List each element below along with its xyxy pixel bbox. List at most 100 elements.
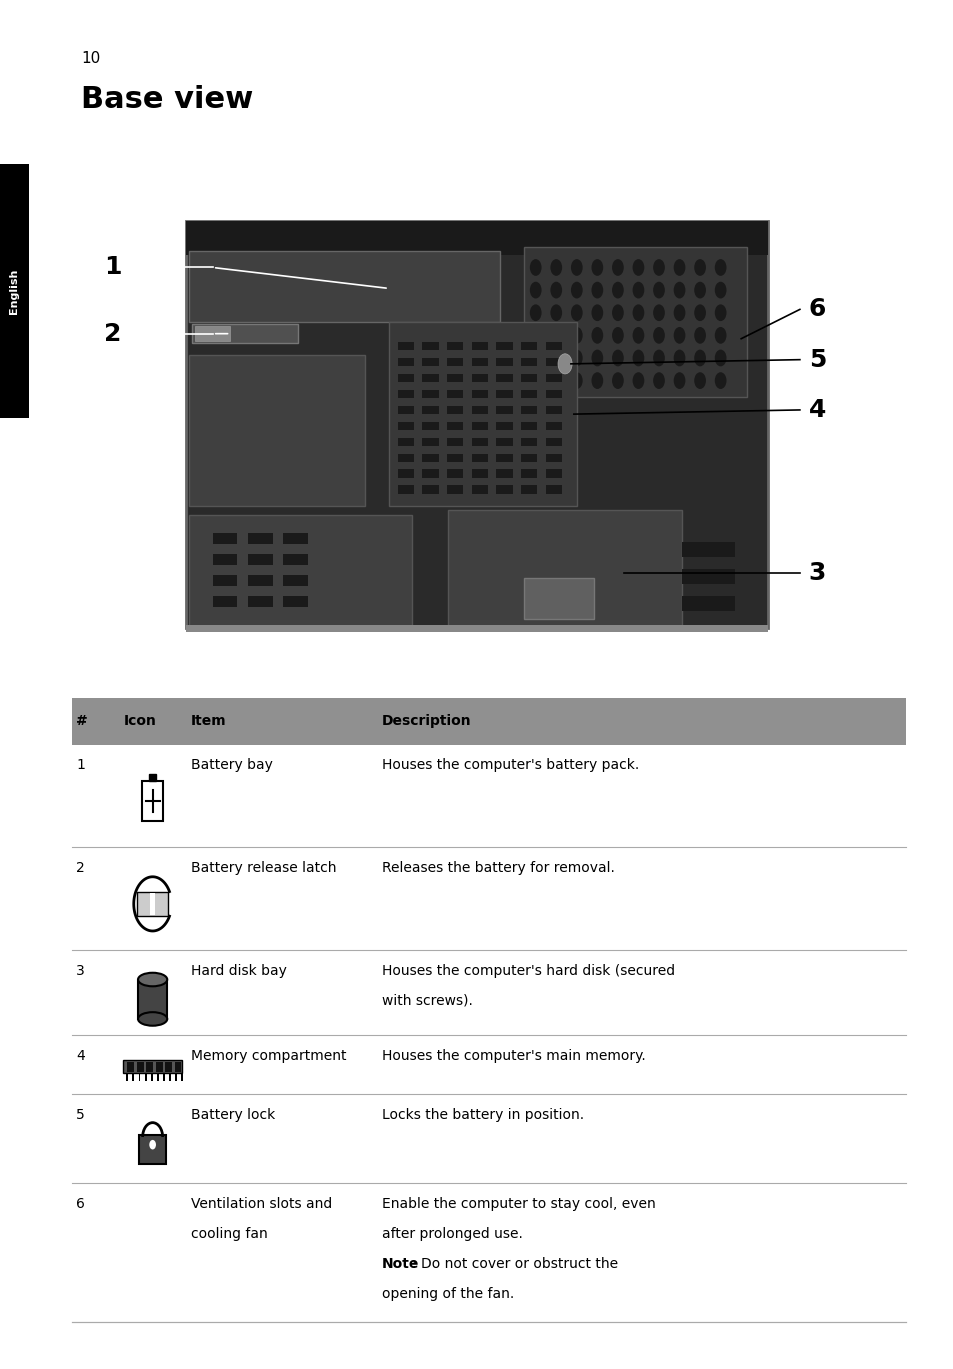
Bar [283,596,308,606]
Bar [145,1073,147,1082]
Circle shape [653,259,664,277]
Bar [523,246,746,397]
Bar [137,1062,144,1072]
Bar [496,422,513,430]
Bar [520,486,537,494]
Bar [213,575,237,586]
Circle shape [714,259,726,277]
Bar [248,575,273,586]
Bar [520,453,537,461]
Bar [422,422,438,430]
Text: 1: 1 [104,256,122,279]
Text: Icon: Icon [124,715,156,728]
Text: Ventilation slots and: Ventilation slots and [191,1197,332,1210]
Bar [520,470,537,478]
Circle shape [529,372,541,389]
Bar [496,470,513,478]
Text: Item: Item [191,715,226,728]
Text: English: English [10,268,19,314]
Bar [156,1073,158,1082]
Circle shape [529,327,541,344]
Circle shape [694,304,705,322]
Circle shape [632,327,643,344]
Bar [545,453,561,461]
Bar [195,326,231,341]
Text: Battery lock: Battery lock [191,1108,274,1121]
Circle shape [570,282,582,298]
Text: Base view: Base view [81,85,253,114]
Bar [174,1062,181,1072]
Bar [422,374,438,382]
Bar [175,1073,177,1082]
Bar [447,357,463,367]
Circle shape [612,327,623,344]
Bar [471,342,488,350]
Circle shape [632,282,643,298]
Bar [447,390,463,398]
Bar [397,470,414,478]
Ellipse shape [138,973,167,986]
Bar [447,405,463,413]
Text: 1: 1 [76,758,85,772]
Circle shape [570,259,582,277]
Text: cooling fan: cooling fan [191,1227,267,1240]
Circle shape [529,304,541,322]
Bar [248,554,273,565]
Bar [189,356,365,507]
Bar [447,470,463,478]
Bar [137,891,168,916]
Text: Hard disk bay: Hard disk bay [191,964,286,977]
Text: Memory compartment: Memory compartment [191,1049,346,1062]
Bar [283,575,308,586]
Bar [545,374,561,382]
Circle shape [550,349,561,367]
Bar [138,980,167,1019]
Circle shape [591,282,602,298]
Bar [397,405,414,413]
Text: 5: 5 [76,1108,85,1121]
Circle shape [591,304,602,322]
Circle shape [149,1140,156,1150]
Bar [397,357,414,367]
Circle shape [694,282,705,298]
Bar [471,390,488,398]
Circle shape [694,259,705,277]
Circle shape [570,327,582,344]
Circle shape [714,349,726,367]
Bar [397,486,414,494]
Circle shape [529,282,541,298]
Text: after prolonged use.: after prolonged use. [381,1227,522,1240]
Circle shape [694,327,705,344]
Text: 2: 2 [76,861,85,875]
Circle shape [550,259,561,277]
Bar [447,438,463,446]
Text: Enable the computer to stay cool, even: Enable the computer to stay cool, even [381,1197,655,1210]
Circle shape [529,259,541,277]
Bar [422,342,438,350]
Bar [471,374,488,382]
Text: Houses the computer's battery pack.: Houses the computer's battery pack. [381,758,639,772]
Text: 4: 4 [76,1049,85,1062]
Circle shape [714,327,726,344]
Circle shape [612,259,623,277]
Circle shape [673,349,684,367]
Bar [447,511,681,628]
Bar [520,422,537,430]
Bar [132,1073,134,1082]
Bar [545,438,561,446]
Circle shape [714,372,726,389]
Circle shape [612,304,623,322]
Bar [545,486,561,494]
Text: Battery release latch: Battery release latch [191,861,336,875]
Circle shape [653,349,664,367]
Circle shape [653,327,664,344]
Bar [163,1073,165,1082]
Bar [520,405,537,413]
Bar [283,554,308,565]
Circle shape [673,304,684,322]
Bar [149,773,156,782]
Bar [681,542,735,557]
Bar [471,470,488,478]
Bar [138,1073,140,1082]
Bar [397,422,414,430]
